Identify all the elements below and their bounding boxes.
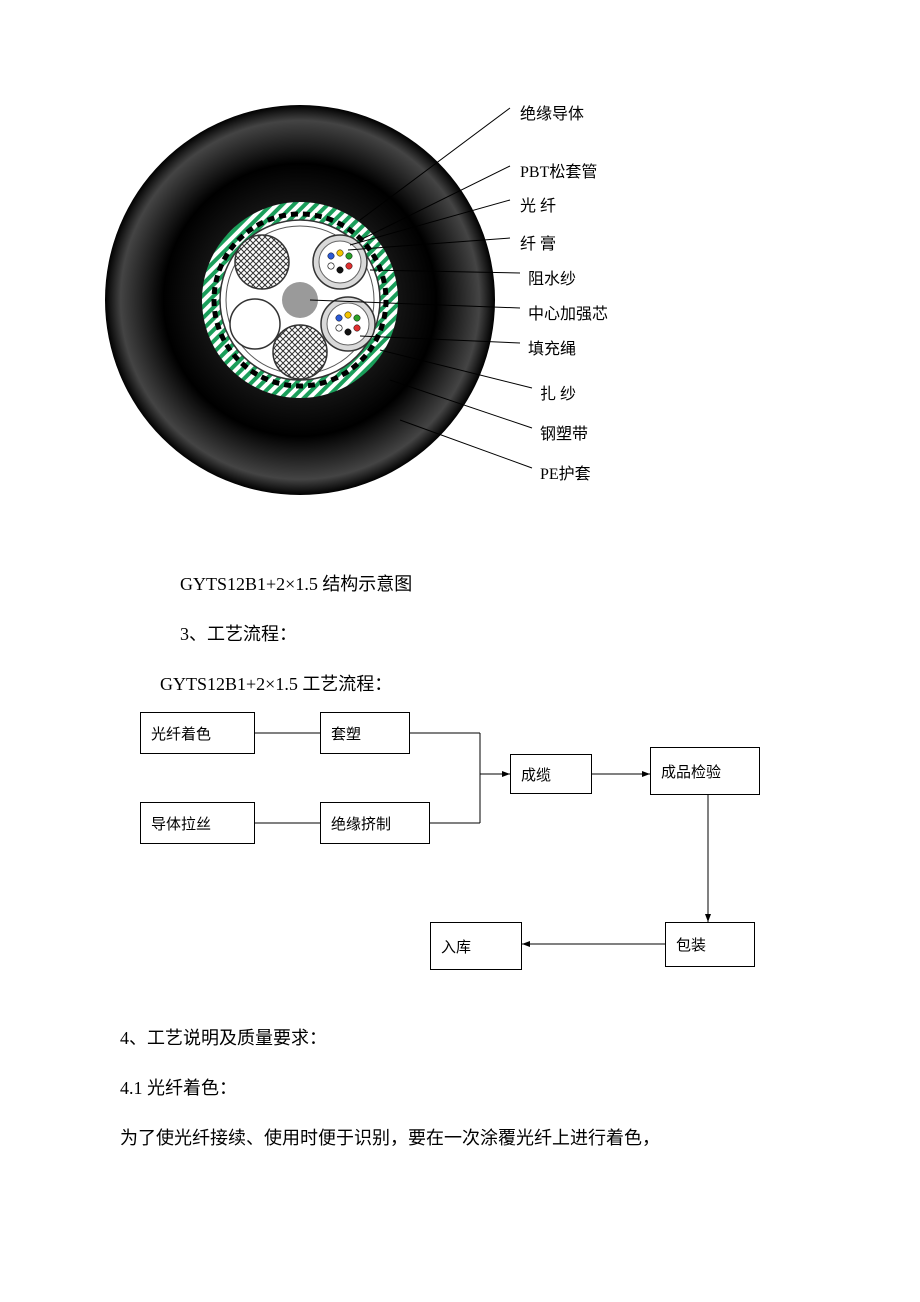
diagram-label: 光 纤 xyxy=(520,192,556,216)
process-flowchart: 光纤着色 套塑导体拉丝 绝缘挤制 成缆 成品检验包装 入库 xyxy=(120,712,820,992)
diagram-label: 中心加强芯 xyxy=(528,300,608,324)
diagram-caption: GYTS12B1+2×1.5 结构示意图 xyxy=(180,570,800,596)
flow-box-f: 成品检验 xyxy=(650,747,760,795)
filler-rope xyxy=(230,299,280,349)
flow-box-b: 套塑 xyxy=(320,712,410,754)
diagram-label: 填充绳 xyxy=(528,335,576,359)
diagram-label: 扎 纱 xyxy=(540,380,576,404)
flow-box-a: 光纤着色 xyxy=(140,712,255,754)
section-4-1-heading: 4.1 光纤着色： xyxy=(120,1070,800,1106)
diagram-label: 钢塑带 xyxy=(540,420,588,444)
flow-box-e: 成缆 xyxy=(510,754,592,794)
diagram-label: PBT松套管 xyxy=(520,158,597,182)
diagram-label: PE护套 xyxy=(540,460,591,484)
diagram-label: 纤 膏 xyxy=(520,230,556,254)
section-3-heading: 3、工艺流程： xyxy=(180,620,800,646)
flow-box-g: 包装 xyxy=(665,922,755,967)
diagram-label: 绝缘导体 xyxy=(520,100,584,124)
flow-box-c: 导体拉丝 xyxy=(140,802,255,844)
flow-box-d: 绝缘挤制 xyxy=(320,802,430,844)
insulated-conductor-2 xyxy=(273,325,327,379)
diagram-label: 阻水纱 xyxy=(528,265,576,289)
body-paragraph: 为了使光纤接续、使用时便于识别，要在一次涂覆光纤上进行着色， xyxy=(120,1120,800,1156)
loose-tube-1 xyxy=(313,235,367,289)
section-4-heading: 4、工艺说明及质量要求： xyxy=(120,1020,800,1056)
cable-diagram: 绝缘导体 PBT松套管光 纤纤 膏阻水纱中心加强芯填充绳扎 纱钢塑带 PE护套 xyxy=(100,90,800,530)
flow-caption: GYTS12B1+2×1.5 工艺流程： xyxy=(160,670,800,696)
flow-box-h: 入库 xyxy=(430,922,522,970)
insulated-conductor-1 xyxy=(235,235,289,289)
loose-tube-2 xyxy=(321,297,375,351)
cable-svg xyxy=(100,90,800,530)
